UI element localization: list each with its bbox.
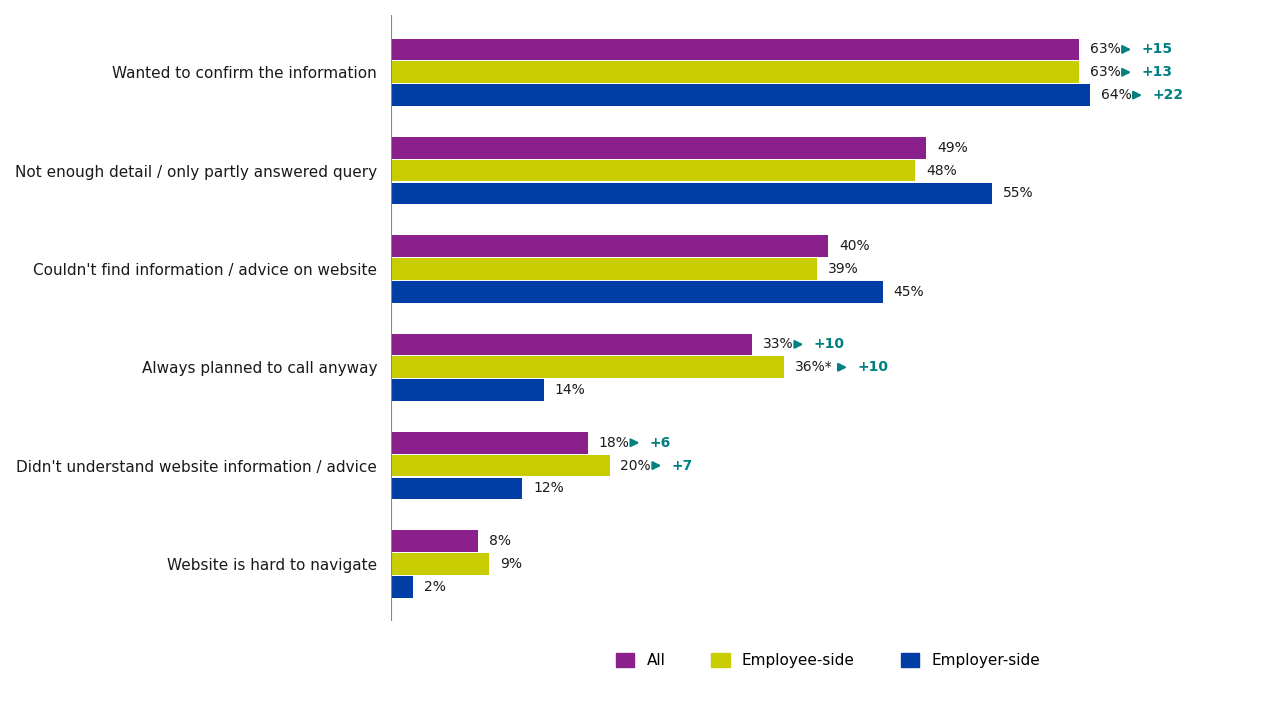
- Bar: [390, 183, 992, 204]
- Bar: [390, 530, 479, 552]
- Text: 12%: 12%: [532, 482, 563, 495]
- Bar: [390, 160, 915, 181]
- Text: +13: +13: [1142, 66, 1172, 79]
- Text: +6: +6: [650, 436, 671, 450]
- Bar: [390, 258, 817, 280]
- Bar: [390, 61, 1079, 83]
- Bar: [390, 432, 588, 454]
- Text: 9%: 9%: [500, 557, 522, 571]
- Bar: [390, 84, 1091, 106]
- Bar: [390, 281, 883, 302]
- Text: 39%: 39%: [828, 262, 859, 276]
- Text: 45%: 45%: [893, 285, 924, 299]
- Text: 20%: 20%: [621, 459, 652, 472]
- Text: 64%: 64%: [1101, 88, 1132, 102]
- Text: 33%: 33%: [763, 338, 794, 351]
- Text: +10: +10: [858, 360, 888, 374]
- Bar: [390, 455, 609, 477]
- Bar: [390, 379, 544, 401]
- Bar: [390, 553, 489, 575]
- Text: +10: +10: [814, 338, 845, 351]
- Text: 14%: 14%: [556, 383, 586, 397]
- Text: 55%: 55%: [1002, 186, 1033, 200]
- Text: +15: +15: [1142, 42, 1172, 56]
- Text: 48%: 48%: [927, 163, 957, 178]
- Text: +7: +7: [672, 459, 692, 472]
- Text: 40%: 40%: [838, 239, 869, 253]
- Bar: [390, 235, 828, 257]
- Bar: [390, 576, 413, 598]
- Text: +22: +22: [1152, 88, 1184, 102]
- Text: 18%: 18%: [599, 436, 630, 450]
- Bar: [390, 356, 785, 378]
- Bar: [390, 333, 751, 355]
- Bar: [390, 137, 927, 158]
- Bar: [390, 477, 522, 499]
- Legend: All, Employee-side, Employer-side: All, Employee-side, Employer-side: [611, 647, 1046, 674]
- Text: 63%: 63%: [1091, 66, 1121, 79]
- Text: 36%*: 36%*: [795, 360, 833, 374]
- Bar: [390, 39, 1079, 60]
- Text: 2%: 2%: [424, 580, 445, 594]
- Text: 8%: 8%: [489, 534, 511, 548]
- Text: 49%: 49%: [937, 140, 968, 155]
- Text: 63%: 63%: [1091, 42, 1121, 56]
